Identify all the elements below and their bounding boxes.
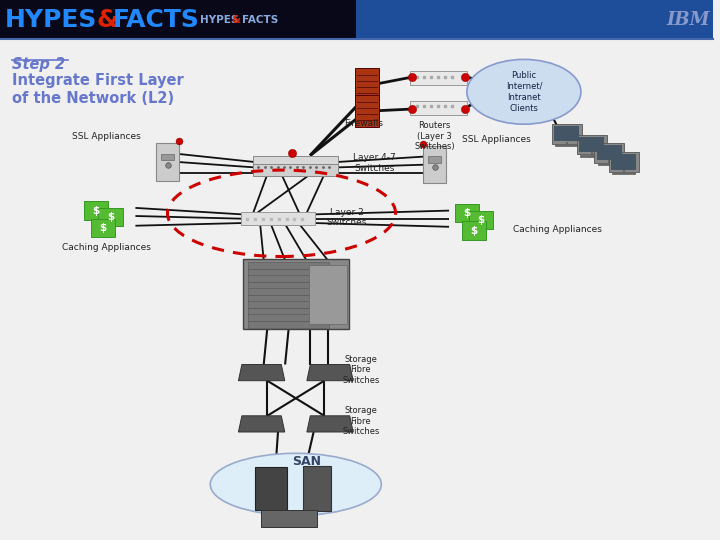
FancyBboxPatch shape <box>355 95 379 126</box>
Text: $: $ <box>100 223 107 233</box>
Text: $: $ <box>107 212 114 222</box>
FancyBboxPatch shape <box>248 262 329 269</box>
Text: Storage
Fibre
Switches: Storage Fibre Switches <box>342 355 379 385</box>
FancyBboxPatch shape <box>597 145 622 160</box>
Text: &: & <box>96 8 118 32</box>
FancyBboxPatch shape <box>248 314 329 321</box>
Text: FACTS: FACTS <box>243 15 279 25</box>
Text: $: $ <box>470 226 477 235</box>
Text: Storage
Fibre
Switches: Storage Fibre Switches <box>342 406 379 436</box>
FancyBboxPatch shape <box>552 124 582 144</box>
FancyBboxPatch shape <box>255 467 287 510</box>
FancyBboxPatch shape <box>423 146 446 184</box>
FancyBboxPatch shape <box>241 212 315 225</box>
FancyBboxPatch shape <box>156 144 179 180</box>
FancyBboxPatch shape <box>462 221 486 240</box>
FancyBboxPatch shape <box>355 68 379 99</box>
FancyBboxPatch shape <box>248 288 329 295</box>
FancyBboxPatch shape <box>248 269 329 276</box>
Polygon shape <box>307 364 354 381</box>
Text: Firewalls: Firewalls <box>344 119 383 128</box>
Ellipse shape <box>467 59 581 124</box>
Ellipse shape <box>210 454 382 515</box>
Text: SSL Appliances: SSL Appliances <box>462 135 531 144</box>
FancyBboxPatch shape <box>91 219 115 237</box>
FancyBboxPatch shape <box>309 265 347 324</box>
FancyBboxPatch shape <box>248 301 329 308</box>
Text: SAN: SAN <box>292 455 321 468</box>
FancyBboxPatch shape <box>303 466 331 511</box>
FancyBboxPatch shape <box>428 156 441 163</box>
FancyBboxPatch shape <box>253 164 338 176</box>
FancyBboxPatch shape <box>356 0 713 39</box>
FancyBboxPatch shape <box>248 295 329 302</box>
Polygon shape <box>307 416 354 432</box>
Polygon shape <box>238 364 284 381</box>
Text: Caching Appliances: Caching Appliances <box>513 225 602 234</box>
Text: FACTS: FACTS <box>112 8 199 32</box>
FancyBboxPatch shape <box>577 135 606 154</box>
FancyBboxPatch shape <box>0 0 356 39</box>
FancyBboxPatch shape <box>84 201 108 220</box>
Text: HYPES: HYPES <box>199 15 238 25</box>
Text: SSL Appliances: SSL Appliances <box>72 132 140 141</box>
Text: HYPES: HYPES <box>5 8 97 32</box>
Text: Layer 2
Switches: Layer 2 Switches <box>326 208 366 227</box>
FancyBboxPatch shape <box>248 321 329 328</box>
Text: Routers
(Layer 3
Switches): Routers (Layer 3 Switches) <box>415 122 455 151</box>
FancyBboxPatch shape <box>595 143 624 163</box>
Text: Layer 4-7
Switches: Layer 4-7 Switches <box>353 153 395 173</box>
Text: IBM: IBM <box>667 11 710 29</box>
FancyBboxPatch shape <box>99 208 122 226</box>
Text: $: $ <box>477 215 485 225</box>
Text: $: $ <box>463 208 470 218</box>
FancyBboxPatch shape <box>248 308 329 315</box>
FancyBboxPatch shape <box>554 126 579 141</box>
Text: Public
Internet/
Intranet
Clients: Public Internet/ Intranet Clients <box>505 71 542 113</box>
FancyBboxPatch shape <box>253 156 338 168</box>
FancyBboxPatch shape <box>243 259 349 329</box>
Polygon shape <box>238 416 284 432</box>
FancyBboxPatch shape <box>410 71 467 85</box>
FancyBboxPatch shape <box>248 282 329 289</box>
FancyBboxPatch shape <box>455 204 479 222</box>
Text: $: $ <box>93 206 100 215</box>
FancyBboxPatch shape <box>248 275 329 282</box>
FancyBboxPatch shape <box>410 101 467 115</box>
Text: of the Network (L2): of the Network (L2) <box>12 91 174 106</box>
FancyBboxPatch shape <box>579 137 604 152</box>
Text: Caching Appliances: Caching Appliances <box>63 243 151 252</box>
FancyBboxPatch shape <box>261 510 317 527</box>
Text: &: & <box>232 15 240 25</box>
Text: Integrate First Layer: Integrate First Layer <box>12 73 184 88</box>
FancyBboxPatch shape <box>608 152 639 172</box>
FancyBboxPatch shape <box>611 154 636 170</box>
FancyBboxPatch shape <box>161 153 174 160</box>
FancyBboxPatch shape <box>469 211 493 229</box>
Text: Step 2: Step 2 <box>12 57 66 72</box>
